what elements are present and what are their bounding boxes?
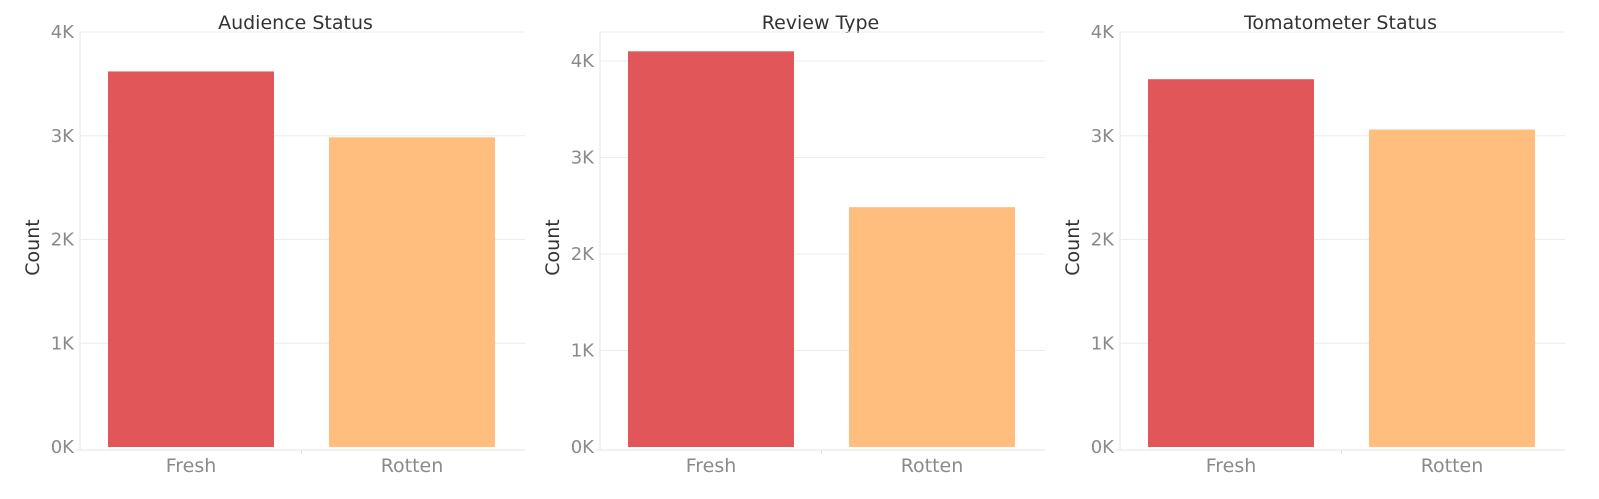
- y-tick-label: 2K: [1091, 230, 1115, 251]
- bar-rotten: [849, 207, 1015, 447]
- y-tick-label: 1K: [51, 333, 75, 354]
- y-axis-label: Count: [542, 219, 564, 275]
- x-category-label: Rotten: [901, 455, 964, 477]
- x-category-label: Fresh: [166, 455, 217, 477]
- y-tick-label: 3K: [51, 126, 75, 147]
- y-tick-label: 3K: [571, 147, 595, 168]
- chart-title: Review Type: [762, 12, 879, 34]
- x-category-label: Fresh: [1206, 455, 1257, 477]
- chart-panel-review-type: Review Type Count 0K 1K 2K 3K 4K Fresh Rotten: [520, 0, 1050, 499]
- chart-panel-audience-status: Audience Status Count 0K 1K 2K 3K 4K Fresh Rotte…: [0, 0, 530, 499]
- bar-fresh: [628, 51, 794, 447]
- x-category-label: Rotten: [381, 455, 444, 477]
- bar-rotten: [329, 137, 495, 447]
- bar-fresh: [108, 71, 274, 448]
- chart-title: Tomatometer Status: [1243, 12, 1437, 34]
- y-tick-label: 2K: [571, 244, 595, 265]
- y-tick-label: 4K: [1091, 22, 1115, 43]
- y-tick-label: 4K: [571, 51, 595, 72]
- bar-chart-tomatometer-status: Tomatometer Status Count 0K 1K 2K 3K 4K Fresh Ro…: [1062, 12, 1565, 477]
- x-category-label: Fresh: [686, 455, 737, 477]
- y-tick-label: 0K: [1091, 437, 1115, 458]
- y-tick-label: 2K: [51, 230, 75, 251]
- bar-chart-audience-status: Audience Status Count 0K 1K 2K 3K 4K Fresh Rotte…: [22, 12, 525, 477]
- y-tick-label: 1K: [571, 340, 595, 361]
- y-axis-label: Count: [1062, 219, 1084, 275]
- bar-fresh: [1148, 79, 1314, 448]
- y-tick-label: 0K: [51, 437, 75, 458]
- chart-panel-tomatometer-status: Tomatometer Status Count 0K 1K 2K 3K 4K Fresh Ro…: [1040, 0, 1570, 499]
- y-tick-label: 3K: [1091, 126, 1115, 147]
- bar-chart-review-type: Review Type Count 0K 1K 2K 3K 4K Fresh Rotten: [542, 12, 1045, 477]
- bar-rotten: [1369, 129, 1535, 447]
- chart-title: Audience Status: [218, 12, 373, 34]
- y-tick-label: 1K: [1091, 333, 1115, 354]
- y-tick-label: 0K: [571, 437, 595, 458]
- x-category-label: Rotten: [1421, 455, 1484, 477]
- y-axis-label: Count: [22, 219, 44, 275]
- y-tick-label: 4K: [51, 22, 75, 43]
